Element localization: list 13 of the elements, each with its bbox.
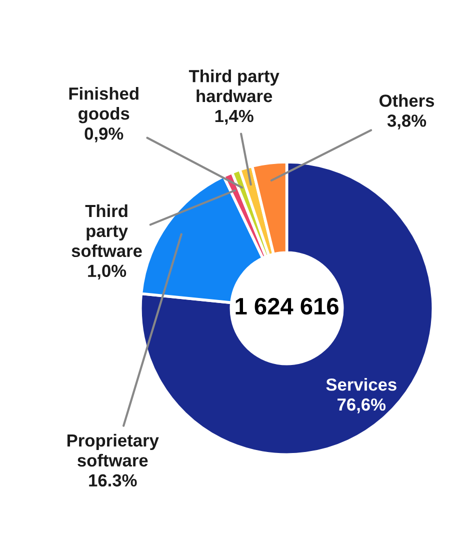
data-label: 0,9%: [84, 127, 124, 142]
slice-label: Third party software: [72, 204, 142, 258]
slice-label: Third party hardware: [188, 70, 280, 102]
slice-label: Finished goods: [69, 87, 138, 124]
data-label: 1,0%: [88, 264, 126, 280]
data-label: 3,8%: [387, 114, 426, 130]
data-label: 16.3%: [89, 474, 137, 487]
data-label: 76,6%: [338, 398, 386, 414]
slice-label: Services: [326, 378, 396, 391]
data-label: 1,4%: [215, 110, 254, 125]
slice-label: Proprietary software: [67, 434, 159, 467]
slice-label: Others: [380, 94, 434, 107]
text: 1 624 616: [236, 298, 338, 315]
